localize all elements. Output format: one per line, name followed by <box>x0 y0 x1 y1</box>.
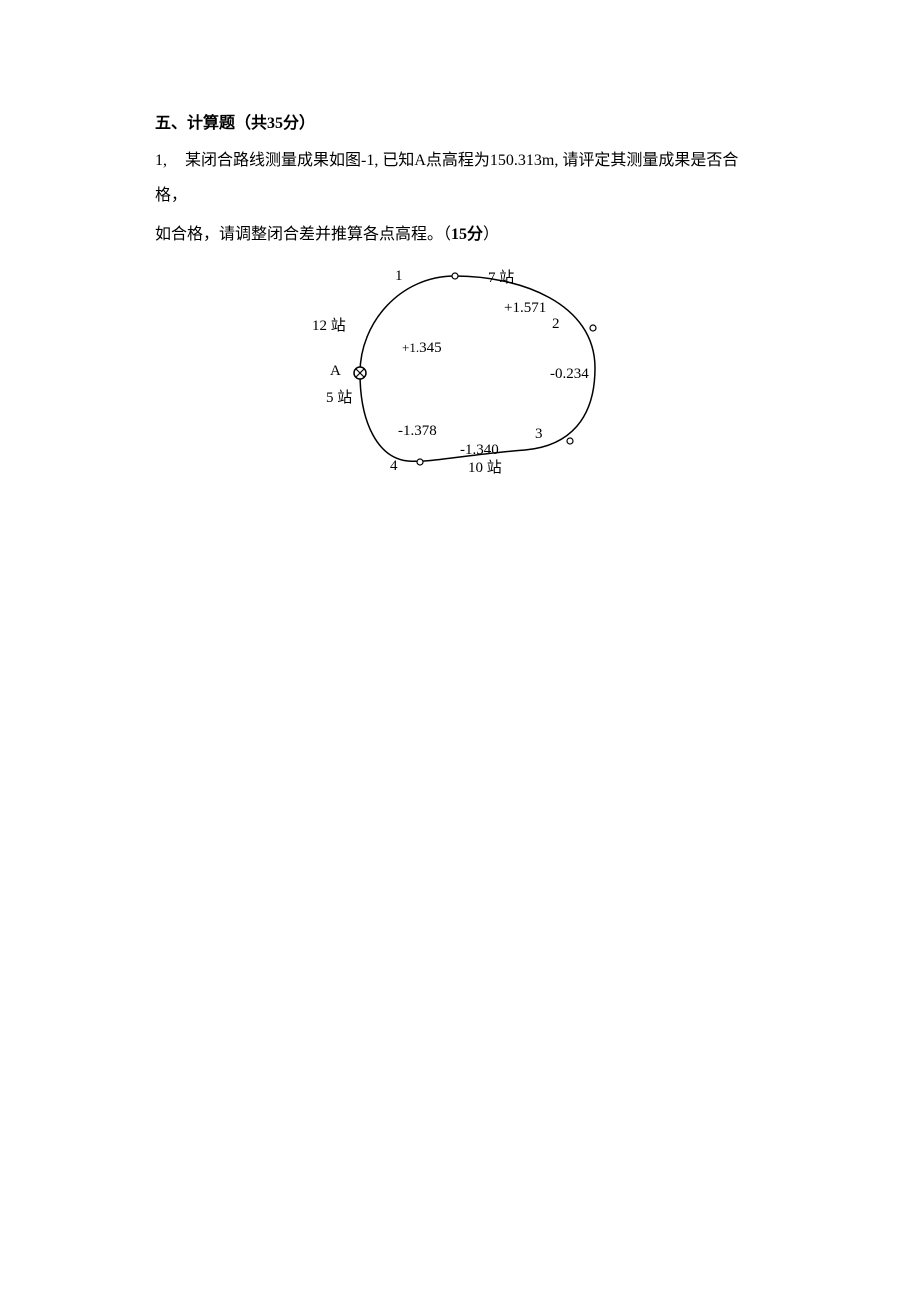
label-hA1: +1.345 <box>402 340 442 357</box>
problem-line1: 某闭合路线测量成果如图-1, 已知A点高程为150.313m, 请评定其测量成果… <box>155 152 738 204</box>
label-h23: -0.234 <box>550 366 589 383</box>
label-station-7: 7 站 <box>488 266 514 287</box>
label-station-12: 12 站 <box>312 314 346 335</box>
node-4-marker <box>417 459 423 465</box>
label-h4A: -1.378 <box>398 423 437 440</box>
label-node-1: 1 <box>395 268 403 285</box>
problem-line2-end: ） <box>483 226 499 243</box>
label-station-10: 10 站 <box>468 456 502 477</box>
node-2-marker <box>590 325 596 331</box>
label-node-3: 3 <box>535 426 543 443</box>
node-3-marker <box>567 438 573 444</box>
label-h12: +1.571 <box>504 300 546 317</box>
label-node-2: 2 <box>552 316 560 333</box>
node-A-marker <box>354 367 366 379</box>
problem-points: 15分 <box>451 226 483 243</box>
problem-number: 1, <box>155 143 167 178</box>
section-title: 五、计算题（共35分） <box>155 110 765 139</box>
problem-line2-start: 如合格，请调整闭合差并推算各点高程。（ <box>155 226 451 243</box>
diagram-figure: 1 7 站 2 +1.571 12 站 +1.345 A -0.234 5 站 … <box>290 258 630 488</box>
node-1-marker <box>452 273 458 279</box>
label-station-5: 5 站 <box>326 386 352 407</box>
problem-statement-line2: 如合格，请调整闭合差并推算各点高程。（15分） <box>155 217 765 252</box>
label-node-A: A <box>330 363 341 380</box>
label-node-4: 4 <box>390 458 398 475</box>
problem-statement: 1,某闭合路线测量成果如图-1, 已知A点高程为150.313m, 请评定其测量… <box>155 143 765 213</box>
